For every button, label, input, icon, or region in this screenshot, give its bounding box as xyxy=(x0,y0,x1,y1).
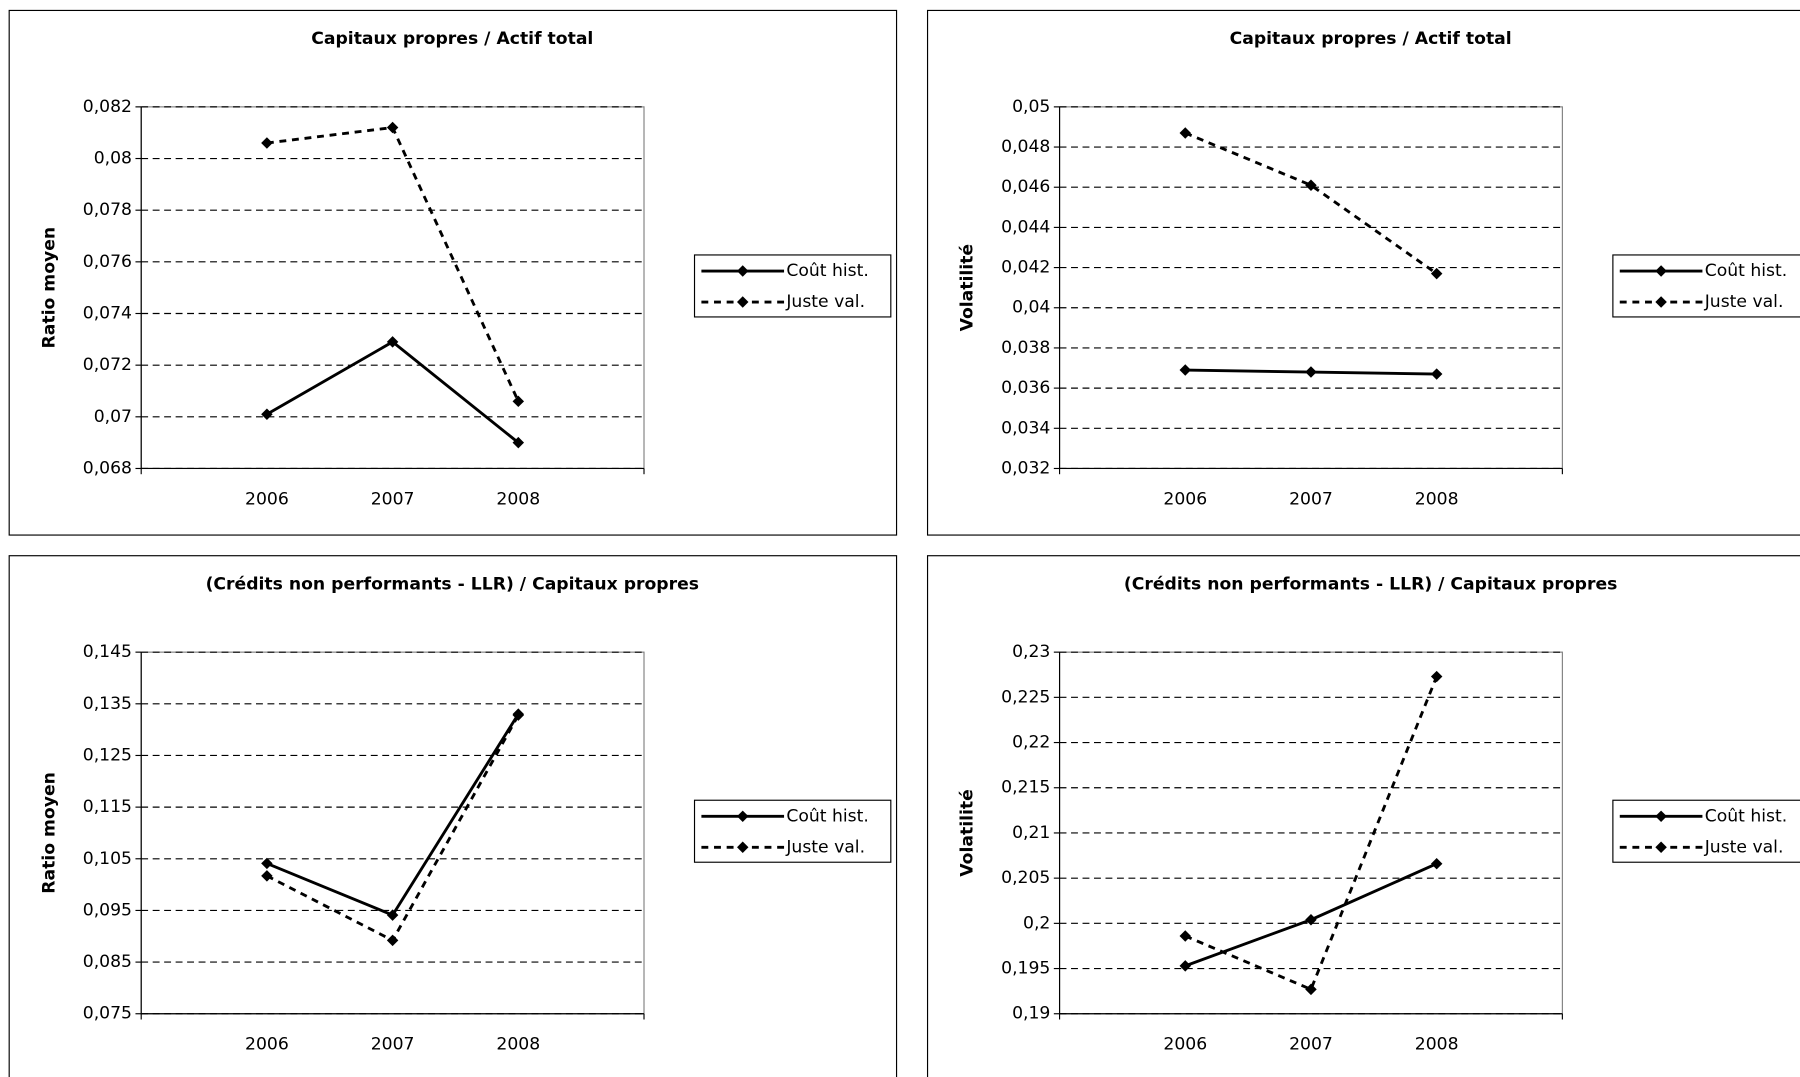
y-tick-label: 0,032 xyxy=(1001,458,1050,478)
plot-area xyxy=(140,106,645,470)
marker xyxy=(386,121,399,134)
y-tick-label: 0,135 xyxy=(83,694,132,714)
marker xyxy=(261,408,273,420)
y-axis-label: Volatilité xyxy=(958,789,978,877)
y-tick-label: 0,076 xyxy=(83,252,132,272)
y-tick-label: 0,042 xyxy=(1001,258,1050,278)
y-tick-label: 0,07 xyxy=(94,407,132,427)
y-tick-label: 0,034 xyxy=(1001,418,1050,438)
marker xyxy=(261,870,273,882)
x-tick-label: 2008 xyxy=(496,489,540,509)
marker xyxy=(1179,127,1192,139)
x-tick-label: 2006 xyxy=(1163,1035,1207,1055)
chart-panel: (Crédits non performants - LLR) / Capita… xyxy=(926,555,1800,1077)
y-tick-label: 0,215 xyxy=(1001,778,1050,798)
y-tick-label: 0,085 xyxy=(83,952,132,972)
y-tick-label: 0,115 xyxy=(83,797,132,817)
x-tick-label: 2008 xyxy=(1415,489,1459,509)
chart-panel: Capitaux propres / Actif total 0,068 0,07 0… xyxy=(8,9,898,536)
x-tick-label: 2007 xyxy=(371,489,415,509)
y-tick-label: 0,074 xyxy=(83,304,132,324)
plot-area xyxy=(1058,106,1563,470)
legend-label: Juste val. xyxy=(785,837,865,857)
y-tick-label: 0,195 xyxy=(1001,959,1050,979)
y-tick-label: 0,21 xyxy=(1012,823,1050,843)
y-tick-label: 0,23 xyxy=(1012,642,1050,662)
legend-box xyxy=(1612,254,1800,318)
chart-title: Capitaux propres / Actif total xyxy=(311,29,593,49)
legend-label: Juste val. xyxy=(785,292,865,312)
y-tick-label: 0,046 xyxy=(1001,177,1050,197)
marker xyxy=(512,395,525,408)
legend-marker xyxy=(736,296,749,308)
legend-marker xyxy=(736,810,749,823)
y-tick-label: 0,2 xyxy=(1023,913,1050,933)
marker xyxy=(386,909,399,921)
y-axis-label: Ratio moyen xyxy=(39,227,59,349)
x-tick-label: 2008 xyxy=(496,1035,540,1055)
legend-box xyxy=(693,799,892,863)
y-tick-label: 0,044 xyxy=(1001,217,1050,237)
y-tick-label: 0,225 xyxy=(1001,687,1050,707)
legend-box xyxy=(1612,799,1800,863)
chart-panel: Capitaux propres / Actif total 0,032 0,034… xyxy=(926,9,1800,536)
marker xyxy=(386,934,399,947)
x-tick-label: 2006 xyxy=(1163,489,1207,509)
marker xyxy=(1305,913,1317,926)
marker xyxy=(386,336,399,348)
legend-marker xyxy=(736,841,749,854)
y-tick-label: 0,04 xyxy=(1012,298,1050,318)
y-tick-label: 0,205 xyxy=(1001,868,1050,888)
y-tick-label: 0,078 xyxy=(83,200,132,220)
y-tick-label: 0,145 xyxy=(83,642,132,662)
marker xyxy=(512,436,525,449)
y-tick-label: 0,072 xyxy=(83,355,132,375)
y-tick-label: 0,095 xyxy=(83,900,132,920)
y-tick-label: 0,125 xyxy=(83,745,132,765)
y-axis-label: Volatilité xyxy=(958,244,978,332)
legend-label: Coût hist. xyxy=(786,806,869,826)
legend-marker xyxy=(736,265,749,277)
y-axis-label: Ratio moyen xyxy=(39,772,59,894)
x-tick-label: 2007 xyxy=(1289,1035,1333,1055)
chart-title: Capitaux propres / Actif total xyxy=(1230,29,1512,49)
legend-label: Coût hist. xyxy=(786,261,869,281)
y-tick-label: 0,05 xyxy=(1012,97,1050,117)
y-tick-label: 0,19 xyxy=(1012,1004,1050,1024)
y-tick-label: 0,075 xyxy=(83,1004,132,1024)
x-tick-label: 2006 xyxy=(245,1035,289,1055)
legend-label: Coût hist. xyxy=(1705,806,1788,826)
chart-title: (Crédits non performants - LLR) / Capita… xyxy=(206,574,699,594)
y-tick-label: 0,036 xyxy=(1001,378,1050,398)
marker xyxy=(1305,179,1317,191)
y-tick-label: 0,22 xyxy=(1012,733,1050,753)
marker xyxy=(1305,366,1317,378)
x-tick-label: 2007 xyxy=(371,1035,415,1055)
y-tick-label: 0,08 xyxy=(94,149,132,169)
legend-label: Juste val. xyxy=(1704,292,1784,312)
chart-panel: (Crédits non performants - LLR) / Capita… xyxy=(8,555,898,1077)
legend-label: Juste val. xyxy=(1704,837,1784,857)
marker xyxy=(1179,364,1192,376)
legend-label: Coût hist. xyxy=(1705,261,1788,281)
y-tick-label: 0,048 xyxy=(1001,137,1050,157)
x-tick-label: 2008 xyxy=(1415,1035,1459,1055)
y-tick-label: 0,038 xyxy=(1001,338,1050,358)
marker xyxy=(1179,960,1192,972)
legend-box xyxy=(693,254,892,318)
y-tick-label: 0,082 xyxy=(83,97,132,117)
x-tick-label: 2006 xyxy=(245,489,289,509)
x-tick-label: 2007 xyxy=(1289,489,1333,509)
plot-area xyxy=(140,651,645,1015)
marker xyxy=(261,857,273,870)
marker xyxy=(261,137,273,149)
y-tick-label: 0,068 xyxy=(83,458,132,478)
chart-title: (Crédits non performants - LLR) / Capita… xyxy=(1124,574,1617,594)
y-tick-label: 0,105 xyxy=(83,849,132,869)
